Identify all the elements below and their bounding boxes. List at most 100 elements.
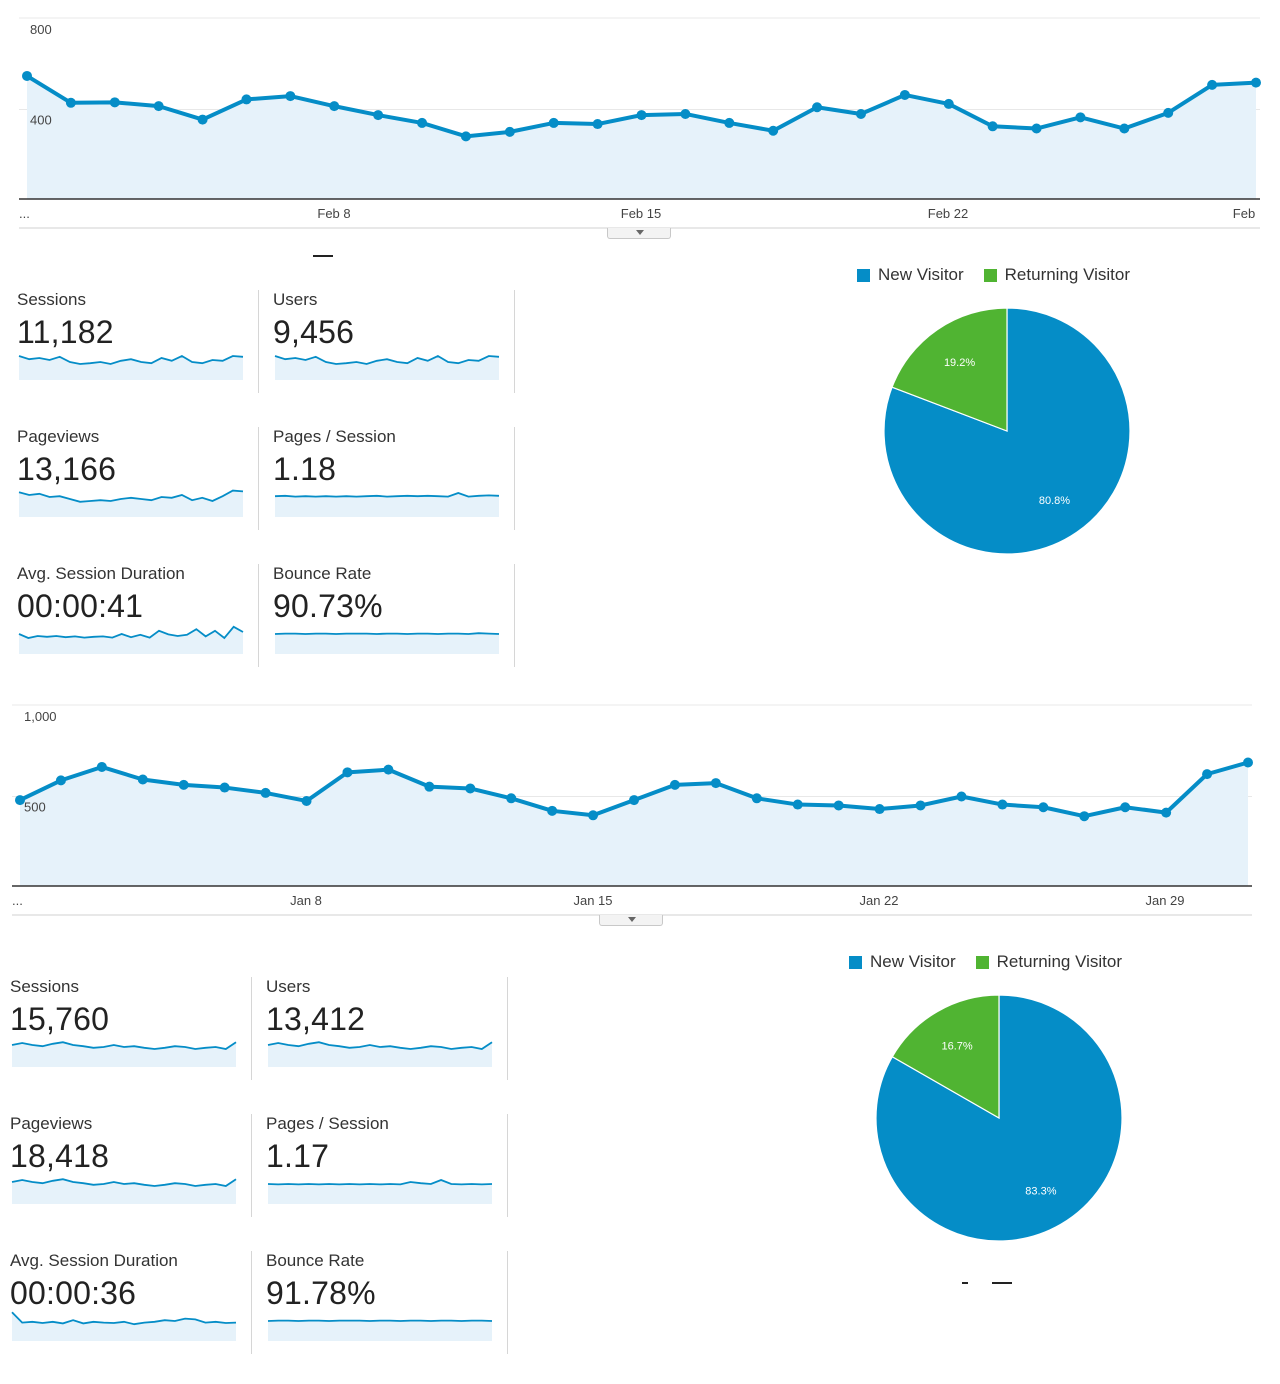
data-point <box>1207 79 1218 90</box>
metric-sessions[interactable]: Sessions 11,182 <box>17 290 257 395</box>
data-point <box>178 779 189 790</box>
metric-divider <box>251 1114 252 1217</box>
data-point <box>987 121 998 132</box>
metric-value: 1.17 <box>266 1138 330 1174</box>
legend-label: New Visitor <box>870 952 956 971</box>
data-point <box>506 793 517 804</box>
sparkline <box>274 354 500 380</box>
data-point <box>1119 123 1130 134</box>
divider-mark <box>313 255 333 257</box>
metric-label: Users <box>273 290 318 309</box>
data-point <box>899 89 910 100</box>
visitor-type-pie-chart: 80.8% 19.2% <box>883 307 1131 555</box>
metric-label: Users <box>266 977 311 996</box>
legend-label: Returning Visitor <box>1004 265 1131 284</box>
metric-divider <box>507 1114 508 1217</box>
data-point <box>197 114 208 125</box>
legend-item-new-visitor[interactable]: New Visitor <box>849 952 956 972</box>
metric-divider <box>251 1251 252 1354</box>
data-point <box>153 101 164 112</box>
collapse-chart-button[interactable] <box>599 915 663 926</box>
data-point <box>22 70 32 81</box>
y-tick-label: 500 <box>24 800 46 815</box>
y-tick-label: 800 <box>30 22 52 37</box>
data-point <box>548 117 559 128</box>
metric-pageviews[interactable]: Pageviews 13,166 <box>17 427 257 532</box>
metric-sessions[interactable]: Sessions 15,760 <box>10 977 250 1082</box>
data-point <box>1075 112 1086 123</box>
metric-value: 90.73% <box>273 588 383 624</box>
metric-divider <box>258 290 259 393</box>
divider-mark <box>992 1282 1012 1284</box>
sparkline <box>18 354 244 380</box>
sparkline <box>11 1178 237 1204</box>
metric-avg-session-duration[interactable]: Avg. Session Duration 00:00:36 <box>10 1251 250 1356</box>
x-tick-label: ... <box>12 893 23 908</box>
data-point <box>588 810 599 821</box>
x-tick-label: Feb 15 <box>621 206 661 221</box>
area-fill <box>20 762 1248 886</box>
sparkline-fill <box>19 626 243 654</box>
report-january: 1,000 500... Jan 8 Jan 15 Jan 22 Jan 29 Sessi… <box>0 687 1280 1384</box>
metric-label: Sessions <box>10 977 79 996</box>
metric-users[interactable]: Users 9,456 <box>273 290 513 395</box>
sparkline <box>267 1041 493 1067</box>
data-point <box>547 805 558 816</box>
sparkline-fill <box>275 356 499 380</box>
data-point <box>1038 802 1049 813</box>
data-point <box>137 774 148 785</box>
data-point <box>285 91 296 102</box>
collapse-chart-button[interactable] <box>607 228 671 239</box>
x-tick-label: Jan 15 <box>573 893 612 908</box>
data-point <box>669 779 680 790</box>
pie-slice-label: 80.8% <box>1039 495 1070 507</box>
data-point <box>109 97 120 108</box>
data-point <box>680 108 691 119</box>
sparkline-line <box>274 354 500 365</box>
sparkline-line <box>11 1311 237 1326</box>
metric-bounce-rate[interactable]: Bounce Rate 90.73% <box>273 564 513 669</box>
data-point <box>855 108 866 119</box>
metric-label: Sessions <box>17 290 86 309</box>
sparkline-fill <box>12 1042 236 1067</box>
metric-divider <box>258 564 259 667</box>
metric-users[interactable]: Users 13,412 <box>266 977 506 1082</box>
legend-item-returning-visitor[interactable]: Returning Visitor <box>983 265 1131 285</box>
legend-item-new-visitor[interactable]: New Visitor <box>857 265 964 285</box>
metric-avg-session-duration[interactable]: Avg. Session Duration 00:00:41 <box>17 564 257 669</box>
data-point <box>329 101 340 112</box>
metric-pages-per-session[interactable]: Pages / Session 1.17 <box>266 1114 506 1219</box>
metric-label: Pageviews <box>17 427 100 446</box>
sparkline-fill <box>268 1180 492 1204</box>
data-point <box>629 795 639 806</box>
legend-label: New Visitor <box>878 265 964 284</box>
metric-value: 00:00:41 <box>17 588 144 624</box>
data-point <box>1120 802 1131 813</box>
sparkline-fill <box>268 1320 492 1341</box>
metric-value: 13,412 <box>266 1001 366 1037</box>
data-point <box>1251 77 1261 88</box>
data-point <box>65 97 76 108</box>
data-point <box>636 110 647 121</box>
data-point <box>460 131 471 142</box>
area-fill <box>27 75 1256 199</box>
metric-label: Avg. Session Duration <box>17 564 185 583</box>
metric-value: 13,166 <box>17 451 117 487</box>
legend-item-returning-visitor[interactable]: Returning Visitor <box>975 952 1122 972</box>
data-point <box>504 126 515 137</box>
sparkline-line <box>274 492 500 498</box>
sparkline <box>11 1311 237 1341</box>
sparkline-fill <box>12 1179 236 1204</box>
data-point <box>383 764 394 775</box>
metric-bounce-rate[interactable]: Bounce Rate 91.78% <box>266 1251 506 1356</box>
data-point <box>219 782 230 793</box>
metric-pages-per-session[interactable]: Pages / Session 1.18 <box>273 427 513 532</box>
sparkline <box>11 1041 237 1067</box>
sessions-trend-chart: 1,000 500... Jan 8 Jan 15 Jan 22 Jan 29 <box>12 704 1253 916</box>
sparkline <box>267 1179 493 1204</box>
data-point <box>373 110 384 121</box>
metric-pageviews[interactable]: Pageviews 18,418 <box>10 1114 250 1219</box>
x-tick-label: ... <box>19 206 30 221</box>
sparkline <box>18 625 244 654</box>
data-point <box>465 783 476 794</box>
